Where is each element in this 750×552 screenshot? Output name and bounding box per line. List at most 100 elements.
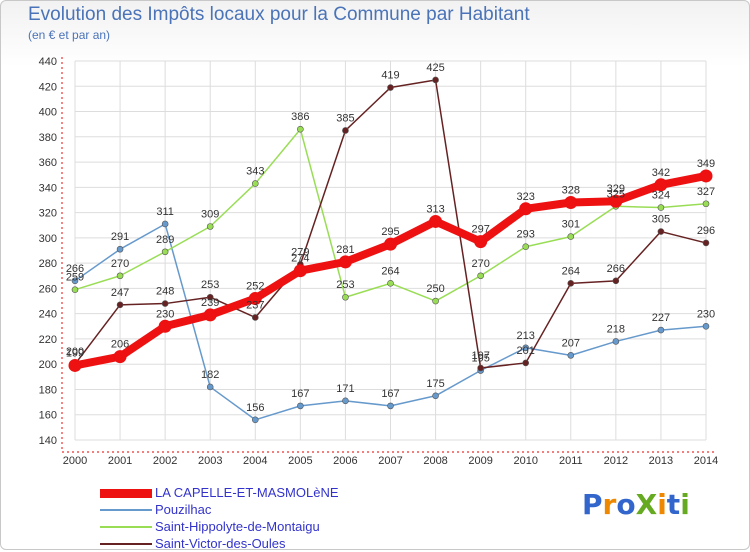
data-point — [567, 280, 575, 287]
legend-swatch — [100, 542, 152, 545]
data-point — [657, 228, 665, 235]
data-point — [251, 180, 259, 187]
data-point — [251, 314, 259, 321]
data-point — [477, 364, 484, 372]
data-point — [206, 223, 214, 230]
data-label: 237 — [246, 299, 264, 311]
logo-letter: i — [657, 488, 667, 521]
data-point — [432, 297, 439, 305]
data-label: 309 — [201, 208, 219, 220]
x-tick-label: 2008 — [423, 455, 447, 467]
logo-letter: t — [666, 488, 681, 521]
y-tick-label: 240 — [39, 309, 57, 321]
data-label: 329 — [607, 183, 625, 195]
data-label: 291 — [111, 231, 129, 243]
data-point — [612, 277, 620, 285]
data-point — [113, 350, 127, 364]
data-label: 199 — [66, 347, 84, 359]
data-point — [609, 194, 623, 208]
logo-letter: X — [635, 488, 658, 521]
data-point — [702, 322, 710, 330]
data-label: 343 — [246, 166, 264, 178]
data-label: 201 — [517, 345, 535, 357]
data-point — [432, 76, 439, 84]
y-tick-label: 160 — [39, 410, 57, 422]
data-label: 270 — [471, 258, 489, 270]
data-label: 259 — [66, 272, 84, 284]
legend: LA CAPELLE-ET-MASMOLèNE Pouzilhac Saint-… — [100, 484, 339, 552]
data-label: 264 — [381, 265, 399, 277]
data-label: 250 — [426, 283, 444, 295]
data-label: 253 — [201, 279, 219, 291]
data-point — [158, 319, 172, 333]
data-label: 247 — [111, 287, 129, 299]
data-label: 349 — [697, 158, 715, 170]
data-point — [71, 277, 79, 285]
data-point — [251, 416, 259, 424]
data-label: 248 — [156, 286, 174, 298]
data-label: 197 — [471, 350, 489, 362]
data-label: 328 — [562, 184, 580, 196]
data-label: 167 — [291, 388, 309, 400]
x-tick-label: 2014 — [694, 455, 718, 467]
data-label: 171 — [336, 383, 354, 395]
x-tick-label: 2004 — [243, 455, 267, 467]
y-tick-label: 360 — [39, 157, 57, 169]
data-label: 218 — [607, 323, 625, 335]
data-point — [293, 264, 307, 278]
data-label: 167 — [381, 388, 399, 400]
data-label: 311 — [156, 206, 174, 218]
data-label: 227 — [652, 312, 670, 324]
x-tick-label: 2012 — [604, 455, 628, 467]
y-tick-label: 260 — [39, 283, 57, 295]
data-label: 264 — [562, 265, 580, 277]
legend-label: Saint-Hippolyte-de-Montaigu — [155, 519, 320, 534]
x-tick-label: 2005 — [288, 455, 312, 467]
legend-item: LA CAPELLE-ET-MASMOLèNE — [100, 484, 339, 501]
data-point — [702, 239, 710, 247]
data-point — [657, 204, 665, 211]
y-tick-label: 380 — [39, 132, 57, 144]
data-label: 281 — [336, 244, 354, 256]
data-label: 270 — [111, 258, 129, 270]
data-point — [342, 293, 349, 301]
legend-label: Saint-Victor-des-Oules — [155, 536, 286, 551]
data-point — [116, 301, 124, 309]
x-tick-label: 2002 — [153, 455, 177, 467]
chart-subtitle: (en € et par an) — [28, 28, 111, 42]
data-point — [612, 338, 620, 345]
data-point — [338, 255, 352, 269]
data-label: 252 — [246, 281, 264, 293]
data-label: 266 — [607, 263, 625, 275]
data-label: 182 — [201, 369, 219, 381]
data-label: 325 — [607, 188, 625, 200]
legend-label: LA CAPELLE-ET-MASMOLèNE — [155, 485, 339, 500]
data-point — [206, 293, 214, 301]
data-label: 213 — [517, 330, 535, 342]
data-label: 230 — [697, 308, 715, 320]
data-label: 301 — [562, 219, 580, 231]
data-label: 419 — [381, 70, 399, 82]
legend-item: Saint-Victor-des-Oules — [100, 535, 339, 552]
x-tick-label: 2000 — [63, 455, 87, 467]
data-point — [474, 235, 488, 249]
data-point — [161, 220, 169, 228]
x-tick-label: 2003 — [198, 455, 222, 467]
data-point — [387, 280, 394, 287]
data-point — [567, 352, 575, 359]
data-point — [203, 308, 217, 322]
data-label: 156 — [246, 402, 264, 414]
data-point — [71, 286, 79, 293]
data-point — [342, 397, 349, 405]
x-tick-label: 2006 — [333, 455, 357, 467]
data-label: 230 — [156, 308, 174, 320]
data-label: 279 — [291, 246, 309, 258]
data-point — [522, 359, 530, 367]
y-tick-label: 440 — [39, 56, 57, 68]
data-point — [654, 178, 668, 192]
y-tick-label: 220 — [39, 334, 57, 346]
data-label: 425 — [426, 62, 444, 74]
data-label: 323 — [517, 191, 535, 203]
data-point — [429, 214, 443, 228]
data-point — [477, 272, 484, 280]
